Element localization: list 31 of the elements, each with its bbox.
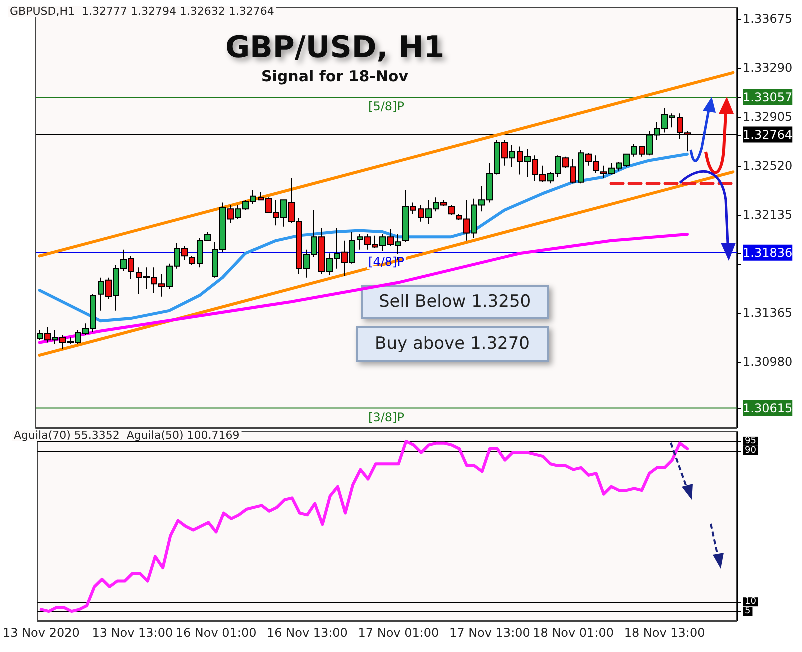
annotation: Sell Below 1.3250 (378, 292, 532, 312)
text: GBP/USD, H1 (225, 30, 445, 66)
y-tick-label: 1.30980 (743, 354, 793, 369)
x-tick-label: 17 Nov 13:00 (449, 626, 530, 640)
y-tick-label: 10 (745, 597, 757, 608)
y-tick-label: 90 (745, 446, 757, 456)
annotation: Aguila(70) 55.3352 Aguila(50) 100.7169 (14, 429, 240, 442)
x-tick-label: 18 Nov 01:00 (533, 626, 614, 640)
annotation: Buy above 1.3270 (375, 334, 530, 354)
ref-line-label: [3/8]P (368, 410, 404, 424)
x-tick-label: 16 Nov 01:00 (176, 626, 257, 640)
ref-line-label: [5/8]P (368, 99, 404, 114)
y-tick-label: 1.33057 (743, 90, 793, 104)
x-tick-label: 13 Nov 13:00 (92, 626, 174, 640)
y-tick-label: 1.31365 (743, 306, 793, 320)
y-tick-label: 1.32764 (743, 128, 793, 142)
x-tick-label: 18 Nov 13:00 (624, 626, 706, 640)
y-tick-label: 1.32520 (743, 158, 793, 173)
y-tick-label: 1.30615 (743, 401, 793, 416)
y-tick-label: 1.31836 (743, 246, 793, 260)
y-tick-label: 1.33675 (743, 12, 793, 26)
y-tick-label: 95 (745, 436, 756, 446)
annotation: GBPUSD,H1 1.32777 1.32794 1.32632 1.32764 (10, 5, 274, 18)
x-tick-label: 16 Nov 13:00 (267, 626, 348, 640)
x-tick-label: 17 Nov 01:00 (358, 626, 440, 640)
y-tick-label: 1.32135 (743, 208, 793, 222)
y-tick-label: 5 (745, 606, 751, 617)
y-tick-label: 1.32905 (743, 110, 793, 124)
text: Signal for 18-Nov (261, 68, 409, 86)
x-tick-label: 13 Nov 2020 (2, 626, 80, 640)
y-tick-label: 1.33290 (743, 60, 793, 75)
